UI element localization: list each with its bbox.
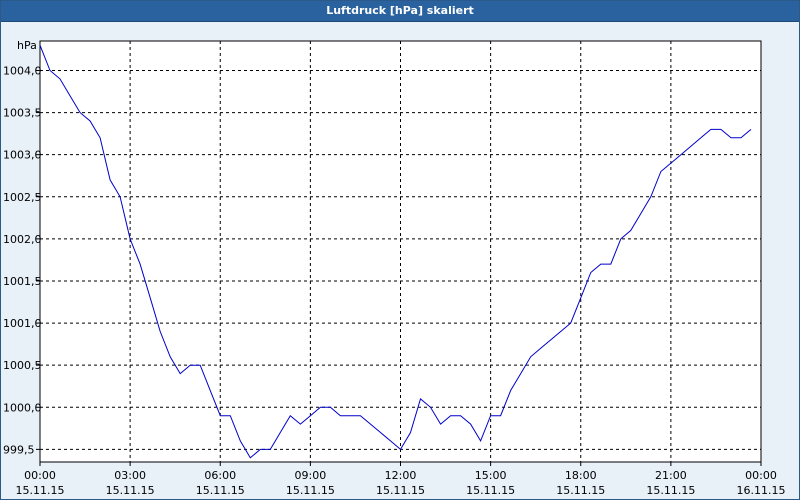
y-tick-label: 1000,5 [3,359,42,372]
y-tick-label: 999,5 [3,443,35,456]
x-tick-label-time: 09:00 [295,469,327,482]
y-tick-label: 1003,0 [3,149,42,162]
x-tick-label-date: 15.11.15 [466,484,515,497]
x-tick-label-date: 15.11.15 [286,484,335,497]
y-tick-label: 1003,5 [3,107,42,120]
x-tick-label-date: 15.11.15 [106,484,155,497]
x-tick-label-time: 03:00 [114,469,146,482]
x-tick-label-time: 18:00 [565,469,597,482]
y-tick-label: 1002,0 [3,233,42,246]
y-tick-label: 1002,5 [3,191,42,204]
y-tick-label: 1001,5 [3,275,42,288]
x-tick-label-date: 16.11.15 [737,484,786,497]
y-tick-label: 1001,0 [3,317,42,330]
x-tick-label-time: 06:00 [204,469,236,482]
x-tick-label-time: 21:00 [655,469,687,482]
y-axis-label: hPa [17,39,37,52]
x-tick-label-time: 00:00 [745,469,777,482]
y-tick-label: 1004,0 [3,64,42,77]
y-tick-label: 1000,0 [3,401,42,414]
x-tick-label-date: 15.11.15 [16,484,65,497]
x-tick-label-time: 12:00 [385,469,417,482]
x-tick-label-time: 00:00 [24,469,56,482]
title-bar: Luftdruck [hPa] skaliert [1,1,799,22]
x-tick-label-date: 15.11.15 [646,484,695,497]
x-tick-label-date: 15.11.15 [556,484,605,497]
x-tick-label-time: 15:00 [475,469,507,482]
x-tick-label-date: 15.11.15 [376,484,425,497]
chart-title: Luftdruck [hPa] skaliert [326,4,474,17]
x-tick-label-date: 15.11.15 [196,484,245,497]
pressure-line [39,45,752,459]
